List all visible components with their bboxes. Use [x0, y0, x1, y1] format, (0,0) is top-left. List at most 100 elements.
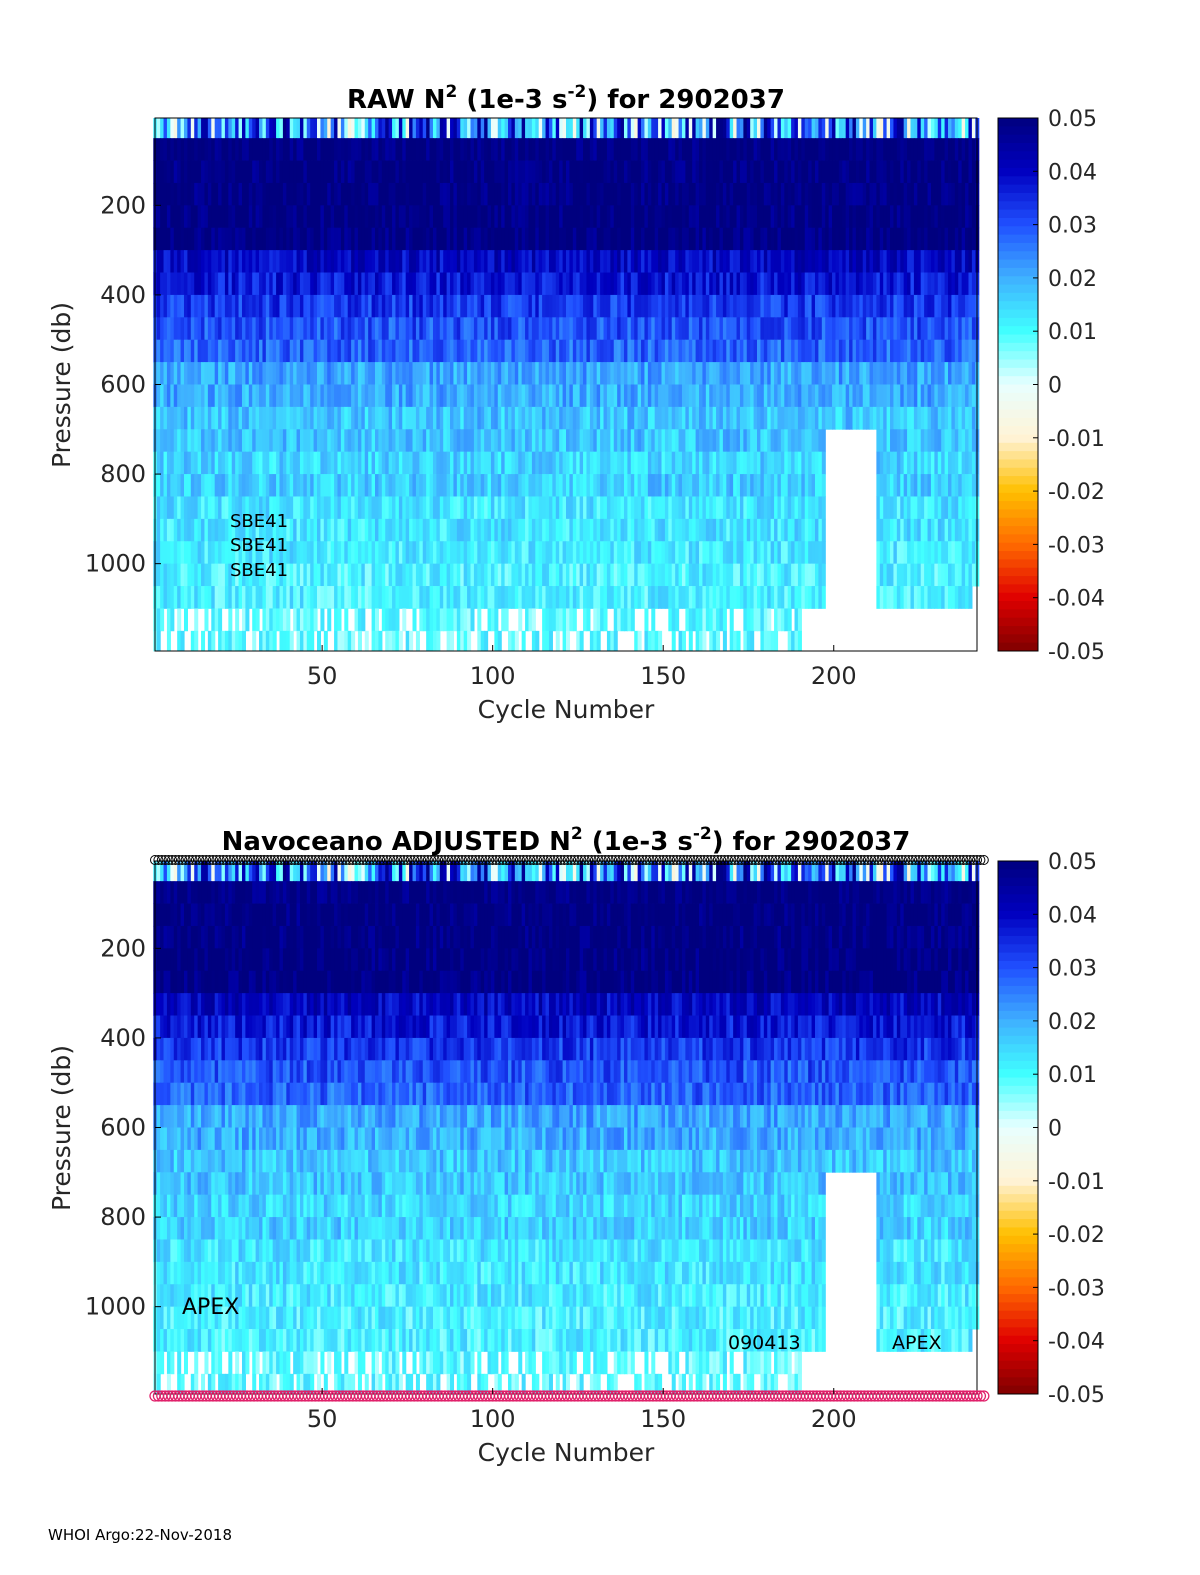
heatmap-cell — [954, 563, 959, 587]
heatmap-cell — [456, 118, 461, 139]
heatmap-cell — [934, 406, 939, 430]
heatmap-cell — [804, 362, 809, 385]
heatmap-cell — [859, 160, 864, 184]
heatmap-cell — [583, 182, 588, 206]
heatmap-cell — [832, 182, 837, 206]
heatmap-cell — [562, 362, 567, 385]
heatmap-cell — [890, 317, 895, 341]
heatmap-cell — [954, 317, 959, 341]
heatmap-cell — [531, 294, 536, 318]
heatmap-cell — [368, 182, 373, 206]
heatmap-cell — [668, 496, 673, 520]
heatmap-cell — [600, 429, 605, 453]
heatmap-cell — [692, 518, 697, 542]
heatmap-cell — [303, 160, 308, 184]
heatmap-cell — [743, 138, 748, 161]
heatmap-cell — [712, 406, 717, 430]
heatmap-cell — [282, 518, 287, 542]
heatmap-cell — [610, 429, 615, 453]
heatmap-cell — [797, 406, 802, 430]
heatmap-cell — [548, 362, 553, 385]
heatmap-cell — [617, 250, 622, 273]
heatmap-cell — [173, 227, 178, 251]
heatmap-cell — [835, 160, 840, 184]
heatmap-cell — [593, 205, 598, 229]
heatmap-cell — [255, 496, 260, 520]
heatmap-cell — [944, 205, 949, 229]
heatmap-cell — [965, 118, 970, 139]
heatmap-cell — [323, 563, 328, 587]
heatmap-cell — [412, 429, 417, 453]
heatmap-cell — [412, 272, 417, 296]
heatmap-cell — [716, 227, 721, 251]
heatmap-cell — [760, 250, 765, 273]
heatmap-cell — [961, 362, 966, 385]
heatmap-cell — [842, 384, 847, 408]
heatmap-cell — [190, 362, 195, 385]
heatmap-cell — [688, 272, 693, 296]
heatmap-cell — [166, 250, 171, 273]
heatmap-cell — [917, 406, 922, 430]
heatmap-cell — [183, 451, 188, 475]
heatmap-cell — [511, 563, 516, 587]
heatmap-cell — [606, 138, 611, 161]
heatmap-cell — [627, 496, 632, 520]
heatmap-cell — [293, 205, 298, 229]
heatmap-cell — [538, 138, 543, 161]
heatmap-cell — [163, 227, 168, 251]
heatmap-cell — [487, 138, 492, 161]
heatmap-cell — [661, 384, 666, 408]
heatmap-cell — [910, 541, 915, 565]
heatmap-cell — [733, 384, 738, 408]
heatmap-cell — [214, 429, 219, 453]
heatmap-cell — [330, 227, 335, 251]
heatmap-cell — [477, 451, 482, 475]
heatmap-cell — [600, 317, 605, 341]
heatmap-cell — [347, 474, 352, 497]
heatmap-cell — [412, 205, 417, 229]
heatmap-cell — [600, 272, 605, 296]
heatmap-cell — [579, 563, 584, 587]
heatmap-cell — [317, 294, 322, 318]
heatmap-cell — [480, 317, 485, 341]
heatmap-cell — [893, 138, 898, 161]
heatmap-cell — [351, 272, 356, 296]
heatmap-cell — [767, 362, 772, 385]
heatmap-cell — [589, 182, 594, 206]
heatmap-cell — [917, 272, 922, 296]
heatmap-cell — [828, 182, 833, 206]
heatmap-cell — [866, 160, 871, 184]
heatmap-cell — [681, 474, 686, 497]
heatmap-cell — [310, 451, 315, 475]
heatmap-cell — [716, 160, 721, 184]
heatmap-cell — [276, 362, 281, 385]
heatmap-cell — [671, 205, 676, 229]
heatmap-cell — [910, 362, 915, 385]
heatmap-cell — [948, 541, 953, 565]
heatmap-cell — [422, 496, 427, 520]
heatmap-cell — [589, 406, 594, 430]
heatmap-cell — [753, 563, 758, 587]
heatmap-cell — [173, 362, 178, 385]
heatmap-cell — [804, 160, 809, 184]
heatmap-cell — [791, 451, 796, 475]
heatmap-cell — [767, 474, 772, 497]
heatmap-cell — [893, 362, 898, 385]
heatmap-cell — [347, 227, 352, 251]
heatmap-cell — [395, 250, 400, 273]
heatmap-cell — [443, 227, 448, 251]
heatmap-cell — [753, 205, 758, 229]
heatmap-cell — [548, 339, 553, 363]
heatmap-cell — [409, 384, 414, 408]
heatmap-cell — [276, 250, 281, 273]
heatmap-cell — [814, 205, 819, 229]
heatmap-cell — [791, 160, 796, 184]
heatmap-cell — [521, 160, 526, 184]
heatmap-cell — [753, 429, 758, 453]
heatmap-cell — [214, 451, 219, 475]
heatmap-cell — [463, 541, 468, 565]
heatmap-cell — [214, 586, 219, 609]
heatmap-cell — [958, 250, 963, 273]
heatmap-cell — [924, 118, 929, 139]
heatmap-cell — [927, 474, 932, 497]
